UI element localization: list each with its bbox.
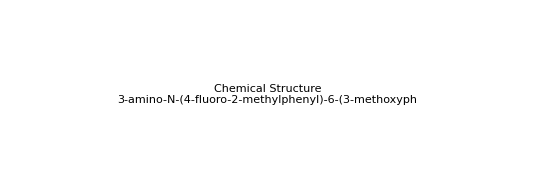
Text: Chemical Structure
3-amino-N-(4-fluoro-2-methylphenyl)-6-(3-methoxyph: Chemical Structure 3-amino-N-(4-fluoro-2… <box>118 84 417 105</box>
